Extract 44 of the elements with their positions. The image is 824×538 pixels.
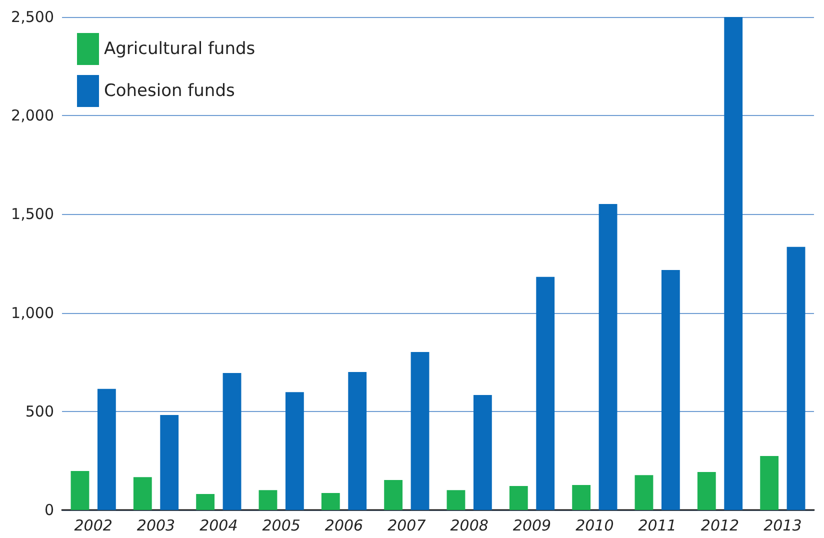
bar [348, 372, 367, 510]
bar [196, 494, 215, 510]
bar [509, 486, 528, 510]
x-tick-label: 2007 [388, 516, 426, 534]
x-tick-label: 2009 [512, 516, 552, 534]
bar [661, 270, 680, 510]
x-tick-label: 2005 [262, 516, 300, 534]
bar [384, 480, 403, 510]
y-tick-label: 2,500 [11, 8, 54, 26]
x-tick-label: 2003 [136, 516, 176, 534]
y-tick-label: 1,000 [11, 304, 54, 322]
bar [410, 352, 430, 510]
legend-label: Agricultural funds [104, 39, 256, 59]
y-tick-label: 500 [25, 402, 54, 420]
bar [222, 372, 242, 510]
x-tick-label: 2008 [450, 516, 488, 534]
bar [572, 484, 591, 510]
bar [258, 490, 278, 510]
legend-label: Cohesion funds [104, 81, 235, 101]
x-tick-label: 2002 [74, 516, 112, 534]
bar [536, 276, 555, 510]
bar [97, 388, 116, 510]
bar [598, 204, 618, 510]
x-tick-label: 2012 [700, 516, 740, 534]
bar [321, 493, 340, 510]
bar [473, 395, 492, 510]
bar [285, 392, 304, 510]
x-tick-label: 2006 [324, 516, 364, 534]
bar [724, 17, 743, 510]
bar [634, 475, 654, 510]
bar [760, 456, 779, 510]
y-tick-label: 2,000 [11, 106, 54, 125]
bar [160, 414, 179, 510]
bar [133, 477, 152, 510]
bar [697, 472, 716, 510]
y-tick-label: 1,500 [11, 205, 54, 224]
x-tick-label: 2004 [200, 516, 238, 534]
y-tick-label: 0 [44, 501, 54, 519]
x-tick-label: 2011 [638, 516, 676, 534]
x-tick-label: 2013 [764, 516, 802, 534]
x-tick-label: 2010 [576, 516, 614, 534]
bar [70, 470, 90, 510]
bar [786, 246, 806, 510]
bar [446, 490, 466, 510]
